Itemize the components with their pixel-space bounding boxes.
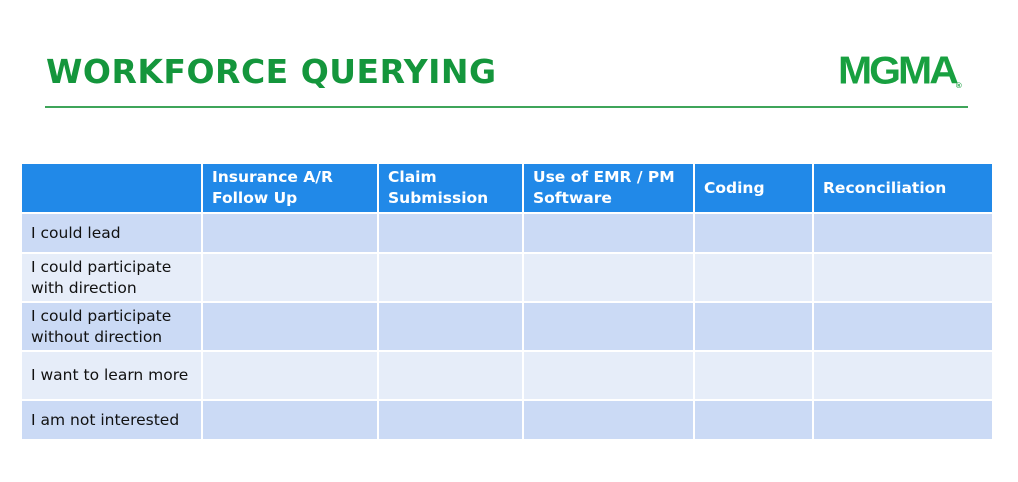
table-cell[interactable]	[812, 399, 994, 441]
table-cell[interactable]	[201, 212, 379, 254]
table-cell[interactable]	[693, 301, 814, 352]
table-row: I am not interested	[20, 399, 994, 441]
table-cell[interactable]	[812, 212, 994, 254]
row-label: I could lead	[20, 212, 203, 254]
table-cell[interactable]	[812, 301, 994, 352]
column-header: Coding	[693, 162, 814, 214]
table-cell[interactable]	[522, 301, 695, 352]
table-row: I could lead	[20, 212, 994, 254]
table-cell[interactable]	[201, 399, 379, 441]
mgma-logo: MGMA®	[838, 48, 962, 92]
column-header: Use of EMR / PM Software	[522, 162, 695, 214]
row-label: I am not interested	[20, 399, 203, 441]
header-row: Insurance A/R Follow Up Claim Submission U…	[20, 162, 994, 214]
table-cell[interactable]	[377, 350, 524, 401]
table-cell[interactable]	[377, 252, 524, 303]
table-row: I could participate without direction	[20, 301, 994, 352]
table-cell[interactable]	[522, 252, 695, 303]
slide-title: WORKFORCE QUERYING	[46, 52, 497, 91]
table-cell[interactable]	[201, 350, 379, 401]
column-header: Claim Submission	[377, 162, 524, 214]
table-cell[interactable]	[522, 212, 695, 254]
table-cell[interactable]	[812, 350, 994, 401]
table-cell[interactable]	[693, 212, 814, 254]
column-header: Reconciliation	[812, 162, 994, 214]
table-cell[interactable]	[377, 212, 524, 254]
column-header: Insurance A/R Follow Up	[201, 162, 379, 214]
table-cell[interactable]	[201, 252, 379, 303]
table-cell[interactable]	[377, 301, 524, 352]
table-cell[interactable]	[812, 252, 994, 303]
row-label: I want to learn more	[20, 350, 203, 401]
row-label: I could participate without direction	[20, 301, 203, 352]
table-cell[interactable]	[693, 350, 814, 401]
table-cell[interactable]	[377, 399, 524, 441]
column-header	[20, 162, 203, 214]
table-cell[interactable]	[522, 399, 695, 441]
workforce-table: Insurance A/R Follow Up Claim Submission U…	[20, 162, 994, 441]
table-cell[interactable]	[693, 399, 814, 441]
table-cell[interactable]	[693, 252, 814, 303]
table-row: I could participate with direction	[20, 252, 994, 303]
table-cell[interactable]	[522, 350, 695, 401]
row-label: I could participate with direction	[20, 252, 203, 303]
title-divider	[45, 106, 968, 108]
table-row: I want to learn more	[20, 350, 994, 401]
table-cell[interactable]	[201, 301, 379, 352]
